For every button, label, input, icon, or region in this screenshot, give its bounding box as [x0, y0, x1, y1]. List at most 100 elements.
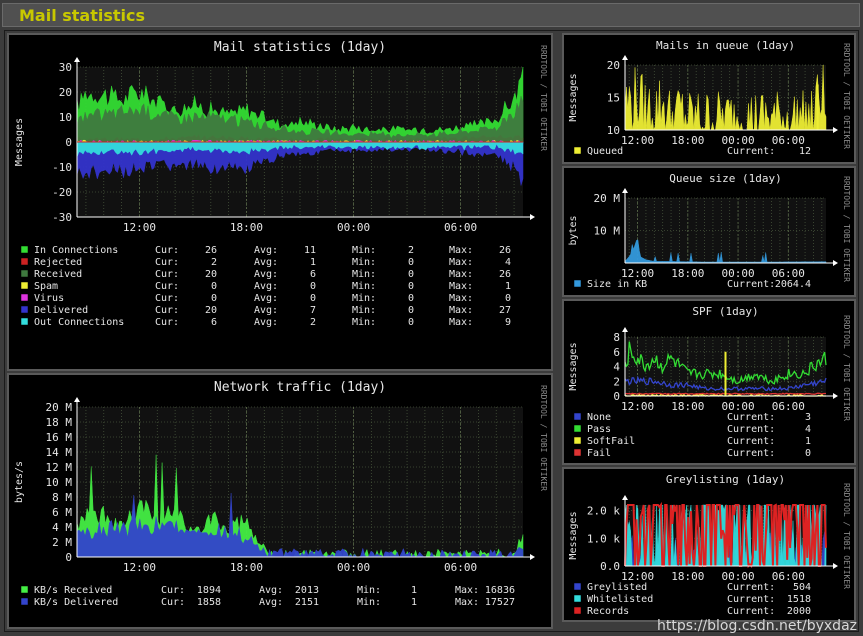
- series-area: [76, 493, 524, 558]
- legend-swatch: [573, 606, 582, 615]
- chart-mails-in-queue: Mails in queue (1day) RRDTOOL / TOBI OETI…: [564, 35, 854, 162]
- x-axis-arrow: [833, 563, 838, 569]
- y-tick-label: 15: [607, 92, 620, 105]
- y-axis-label: bytes: [568, 215, 579, 245]
- x-tick-label: 12:00: [621, 134, 654, 147]
- legend-current-label: Current:: [727, 412, 775, 423]
- chart-title: Network traffic (1day): [214, 380, 386, 395]
- legend-stat-value: 20: [205, 305, 217, 316]
- page-title: Mail statistics: [19, 6, 146, 25]
- x-tick-label: 12:00: [123, 221, 156, 234]
- legend-swatch: [20, 245, 29, 254]
- y-axis-label: Messages: [568, 511, 579, 559]
- y-tick-label: 0.0: [600, 560, 620, 573]
- y-tick-label: 10 M: [594, 225, 621, 238]
- series-area: [624, 239, 827, 264]
- legend-current-label: Current:: [727, 448, 775, 459]
- legend-stat-label: Min:: [352, 257, 376, 268]
- y-tick-label: 8: [613, 331, 620, 344]
- x-tick-label: 06:00: [772, 267, 805, 280]
- x-axis-arrow: [833, 260, 838, 266]
- y-axis-arrow: [622, 327, 628, 332]
- x-tick-label: 18:00: [671, 134, 704, 147]
- legend-stat-value: 2151: [295, 597, 319, 608]
- panel-queue: Mails in queue (1day) RRDTOOL / TOBI OETI…: [562, 33, 856, 164]
- y-tick-label: 8 M: [52, 491, 72, 504]
- chart-title: Mail statistics (1day): [214, 40, 386, 55]
- legend-swatch: [20, 597, 29, 606]
- legend-stat-value: 6: [310, 269, 316, 280]
- legend-swatch: [573, 279, 582, 288]
- legend-stat-value: 9: [505, 317, 511, 328]
- legend-stat-label: Max:: [449, 317, 473, 328]
- legend-stat-value: 20: [205, 269, 217, 280]
- side-label: RRDTOOL / TOBI OETIKER: [842, 483, 851, 589]
- y-tick-label: 18 M: [46, 416, 73, 429]
- legend-stat-label: Cur:: [155, 293, 179, 304]
- legend-swatch: [573, 448, 582, 457]
- x-tick-label: 12:00: [621, 267, 654, 280]
- legend-stat-label: Cur:: [155, 281, 179, 292]
- y-tick-label: -10: [52, 161, 72, 174]
- legend-stat-label: Cur:: [155, 317, 179, 328]
- legend-current-label: Current:: [727, 606, 775, 617]
- chart-network-traffic: Network traffic (1day) RRDTOOL / TOBI OET…: [9, 375, 551, 627]
- x-tick-label: 18:00: [671, 400, 704, 413]
- legend-current-value: 1: [805, 436, 811, 447]
- legend-current-label: Current:: [727, 279, 775, 290]
- dashboard-frame: [4, 30, 859, 632]
- y-axis-label: Messages: [568, 342, 579, 390]
- side-label: RRDTOOL / TOBI OETIKER: [539, 385, 548, 491]
- legend-stat-value: 1: [411, 585, 417, 596]
- y-tick-label: 20 M: [594, 192, 621, 205]
- y-tick-label: 1.0 k: [587, 532, 620, 545]
- y-axis-label: bytes/s: [14, 461, 25, 503]
- y-tick-label: 12 M: [46, 461, 73, 474]
- legend-stat-value: 0: [505, 293, 511, 304]
- series-area: [76, 141, 524, 186]
- x-tick-label: 18:00: [671, 267, 704, 280]
- side-label: RRDTOOL / TOBI OETIKER: [539, 45, 548, 151]
- legend-label: Virus: [34, 293, 64, 304]
- legend-stat-value: 0: [408, 281, 414, 292]
- y-tick-label: 20: [607, 59, 620, 72]
- legend-stat-label: Max:: [449, 281, 473, 292]
- x-tick-label: 12:00: [621, 570, 654, 583]
- y-axis-arrow: [74, 57, 80, 62]
- legend-stat-label: Min:: [352, 269, 376, 280]
- panel-traffic: Network traffic (1day) RRDTOOL / TOBI OET…: [7, 373, 553, 629]
- legend-stat-label: Min:: [352, 293, 376, 304]
- legend-stat-label: Min:: [357, 597, 381, 608]
- legend-stat-value: 16836: [485, 585, 515, 596]
- legend-stat-value: 27: [499, 305, 511, 316]
- x-axis-arrow: [833, 393, 838, 399]
- legend-swatch: [573, 424, 582, 433]
- legend-stat-label: Cur:: [155, 257, 179, 268]
- y-axis-label: Messages: [14, 118, 25, 166]
- legend-stat-value: 1: [505, 281, 511, 292]
- x-tick-label: 06:00: [772, 134, 805, 147]
- legend-swatch: [573, 436, 582, 445]
- legend-swatch: [20, 317, 29, 326]
- legend-current-label: Current:: [727, 146, 775, 157]
- legend-stat-label: Avg:: [254, 281, 278, 292]
- x-tick-label: 06:00: [444, 221, 477, 234]
- legend-stat-value: 0: [310, 293, 316, 304]
- x-tick-label: 18:00: [230, 561, 263, 574]
- legend-stat-label: Max:: [449, 245, 473, 256]
- legend-stat-value: 0: [408, 257, 414, 268]
- y-tick-label: 10 M: [46, 476, 73, 489]
- legend-stat-label: Min:: [357, 585, 381, 596]
- legend-stat-label: Max:: [455, 597, 479, 608]
- legend-stat-value: 2: [211, 257, 217, 268]
- legend-stat-value: 6: [211, 317, 217, 328]
- legend-stat-value: 1: [310, 257, 316, 268]
- y-tick-label: 16 M: [46, 431, 73, 444]
- legend-stat-label: Avg:: [259, 585, 283, 596]
- legend-stat-value: 0: [408, 305, 414, 316]
- window-titlebar: Mail statistics: [2, 3, 860, 27]
- y-tick-label: 2.0 k: [587, 505, 620, 518]
- legend-label: In Connections: [34, 245, 118, 256]
- legend-stat-label: Max:: [455, 585, 479, 596]
- legend-stat-value: 26: [499, 245, 511, 256]
